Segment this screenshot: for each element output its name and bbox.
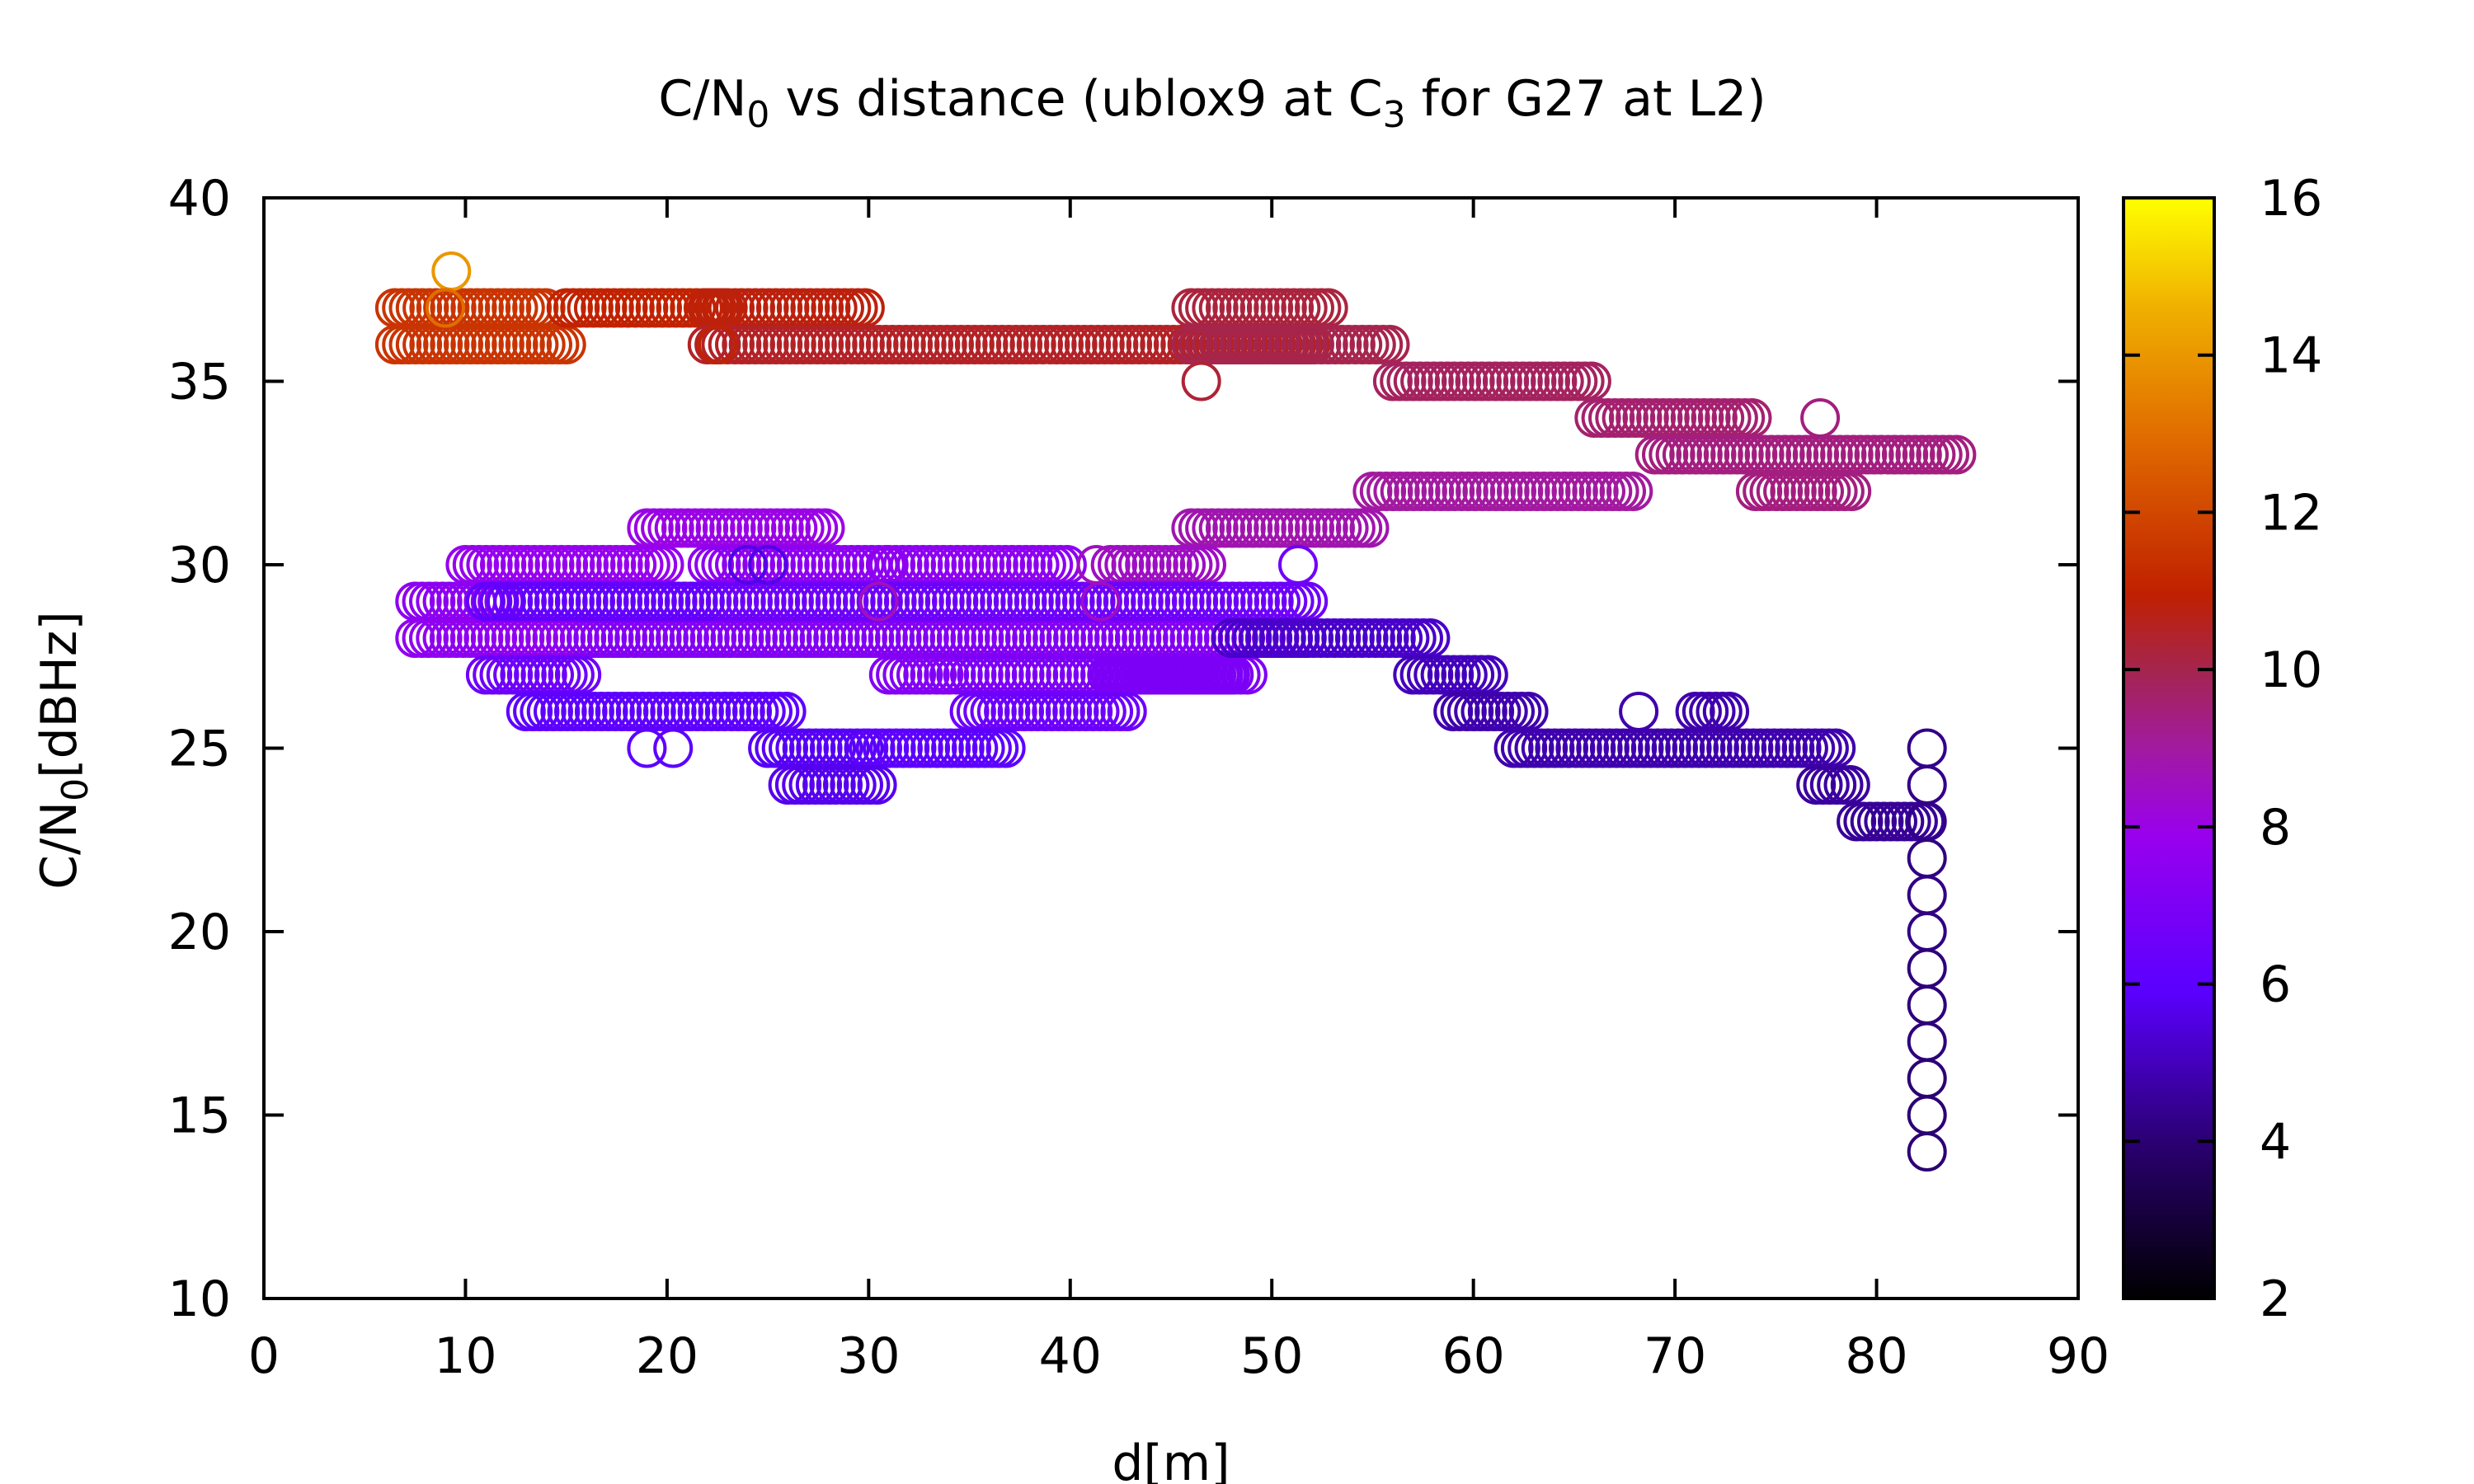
data-point [1832, 472, 1872, 511]
data-point [1907, 948, 1947, 989]
y-axis-label: C/N0[dBHz] [31, 611, 96, 890]
y-tick-label: 40 [168, 170, 231, 228]
colorbar-tick-label: 6 [2260, 956, 2291, 1014]
colorbar-axis: 2 4 6 8 10 12 14 16 [2124, 170, 2322, 1328]
y-tick-label: 10 [168, 1270, 231, 1328]
data-point [1907, 765, 1947, 805]
data-point [1710, 692, 1750, 731]
colorbar-tick-label: 8 [2260, 799, 2291, 857]
data-point [1800, 398, 1841, 438]
data-point [426, 288, 465, 328]
data-point [748, 545, 788, 585]
data-point [1619, 692, 1659, 731]
data-point [1907, 985, 1947, 1025]
colorbar-tick-label: 10 [2260, 641, 2322, 699]
data-point [627, 728, 667, 768]
data-point [857, 765, 897, 805]
chart-title: C/N0 vs distance (ublox9 at C3 for G27 a… [658, 70, 1766, 136]
data-point [727, 545, 768, 585]
data-points [374, 251, 1977, 1172]
data-point [1936, 434, 1977, 475]
x-tick-label: 80 [1845, 1327, 1907, 1385]
colorbar-tick-label: 14 [2260, 327, 2322, 385]
data-point [1613, 472, 1653, 511]
data-point [1907, 875, 1947, 915]
data-point [1181, 361, 1221, 402]
data-point [858, 581, 899, 622]
data-point [1080, 581, 1121, 622]
data-point [1907, 1021, 1947, 1062]
data-point [985, 728, 1026, 768]
colorbar-tick-label: 16 [2260, 170, 2322, 228]
x-tick-label: 20 [636, 1327, 698, 1385]
data-point [1907, 912, 1947, 951]
y-tick-label: 30 [168, 537, 231, 594]
x-tick-label: 50 [1240, 1327, 1303, 1385]
data-point [1907, 1132, 1947, 1172]
colorbar-tick-label: 2 [2260, 1270, 2291, 1328]
data-point [1349, 508, 1390, 548]
data-point [1907, 1095, 1947, 1135]
data-point [1907, 838, 1947, 878]
x-tick-label: 70 [1644, 1327, 1706, 1385]
data-point [1107, 692, 1147, 731]
data-point [1278, 545, 1318, 585]
y-tick-label: 25 [168, 721, 231, 778]
colorbar-tick-label: 12 [2260, 484, 2322, 542]
data-point [698, 325, 737, 364]
x-tick-label: 0 [248, 1327, 280, 1385]
data-point [1907, 1059, 1947, 1098]
x-tick-label: 30 [837, 1327, 900, 1385]
data-point [924, 655, 964, 695]
x-axis-label: d[m] [1112, 1435, 1230, 1484]
data-point [431, 251, 472, 291]
colorbar-tick-label: 4 [2260, 1113, 2291, 1171]
x-axis: 0 10 20 30 40 50 60 70 80 90 [248, 198, 2109, 1385]
colorbar [2122, 196, 2216, 1300]
data-point [1907, 728, 1947, 768]
y-tick-label: 20 [168, 904, 231, 961]
y-tick-label: 35 [168, 354, 231, 411]
x-tick-label: 60 [1442, 1327, 1504, 1385]
y-axis: 10 15 20 25 30 35 40 [168, 170, 2078, 1328]
x-tick-label: 90 [2047, 1327, 2109, 1385]
data-point [653, 728, 694, 768]
x-tick-label: 40 [1039, 1327, 1102, 1385]
y-tick-label: 15 [168, 1087, 231, 1145]
data-point [684, 581, 725, 622]
x-tick-label: 10 [434, 1327, 496, 1385]
